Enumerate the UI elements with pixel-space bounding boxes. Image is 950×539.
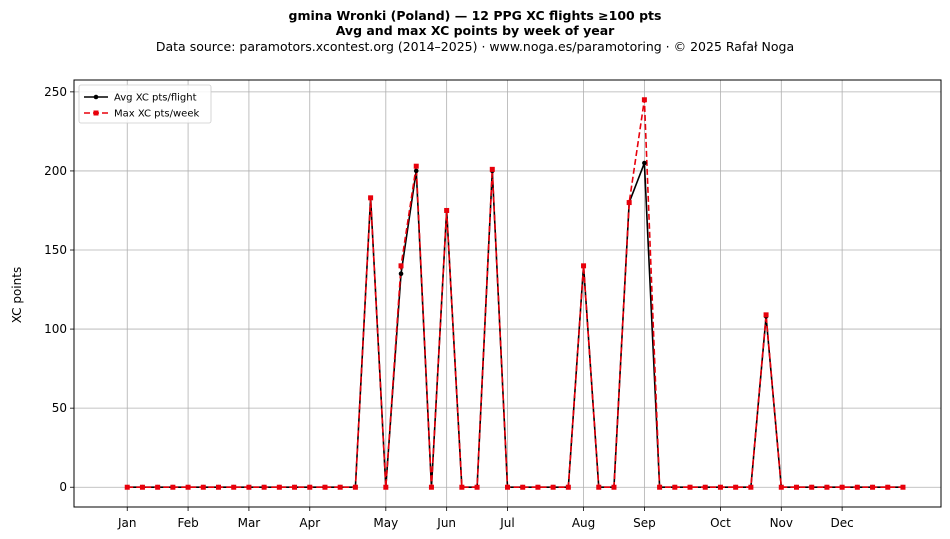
data-point	[292, 484, 298, 490]
x-ticks: Jan Feb Mar Apr May Jun Jul Aug Sep Oct Nov Dec	[117, 507, 854, 530]
x-tick-label: Feb	[177, 516, 198, 530]
data-point	[231, 484, 237, 490]
data-point	[246, 484, 252, 490]
x-tick-label: May	[373, 516, 398, 530]
y-tick-label: 250	[44, 85, 67, 99]
data-point	[854, 484, 860, 490]
data-point	[672, 484, 678, 490]
data-point	[824, 484, 830, 490]
data-point	[307, 484, 313, 490]
series-lines	[127, 98, 903, 489]
data-point	[550, 484, 556, 490]
data-point	[900, 484, 906, 490]
series-line-1	[127, 162, 903, 489]
data-point	[444, 207, 450, 213]
data-point	[794, 484, 799, 490]
data-point	[139, 484, 145, 490]
data-point	[839, 484, 845, 490]
data-point	[398, 263, 404, 269]
data-point	[261, 484, 267, 490]
x-tick-label: Jun	[436, 516, 456, 530]
data-point	[185, 484, 191, 490]
data-point	[626, 200, 632, 206]
data-point	[611, 484, 617, 490]
data-point	[870, 484, 876, 490]
x-tick-label: Mar	[238, 516, 261, 530]
data-point	[413, 163, 419, 169]
data-point	[398, 271, 404, 277]
x-tick-label: Jul	[499, 516, 514, 530]
y-ticks: 0 50 100 150 200 250	[44, 85, 74, 494]
data-point	[505, 484, 510, 490]
data-point	[216, 484, 221, 490]
data-point	[337, 484, 343, 490]
y-tick-label: 100	[44, 322, 67, 336]
series-markers	[124, 97, 906, 490]
x-tick-label: Sep	[633, 516, 656, 530]
y-axis-label: XC points	[10, 267, 24, 323]
data-point	[733, 484, 739, 490]
data-point	[413, 168, 419, 174]
data-point	[535, 484, 541, 490]
data-point	[352, 484, 358, 490]
legend-label: Avg XC pts/flight	[114, 93, 197, 104]
legend-box	[78, 84, 212, 124]
data-point	[885, 484, 891, 490]
data-point	[717, 484, 723, 490]
y-tick-label: 0	[59, 480, 67, 494]
grid	[74, 80, 941, 507]
legend-marker	[93, 94, 99, 100]
data-point	[763, 312, 769, 318]
data-point	[383, 484, 389, 490]
data-point	[474, 484, 480, 490]
x-tick-label: Jan	[117, 516, 137, 530]
data-source: Data source: paramotors.xcontest.org (20…	[155, 39, 795, 54]
data-point	[428, 484, 434, 490]
y-tick-label: 50	[52, 401, 67, 415]
data-point	[702, 484, 708, 490]
data-point	[687, 484, 693, 490]
chart-subtitle: Avg and max XC points by week of year	[335, 23, 615, 38]
data-point	[657, 484, 663, 490]
data-point	[520, 484, 526, 490]
data-point	[641, 97, 647, 103]
x-tick-label: Aug	[572, 516, 595, 530]
y-tick-label: 200	[44, 164, 67, 178]
data-point	[581, 263, 587, 269]
data-point	[322, 484, 328, 490]
data-point	[748, 484, 754, 490]
data-point	[276, 484, 282, 490]
data-point	[809, 484, 815, 490]
data-point	[170, 484, 176, 490]
x-tick-label: Apr	[299, 516, 320, 530]
title-block: gmina Wronki (Poland) — 12 PPG XC flight…	[0, 8, 950, 55]
data-point	[489, 166, 495, 172]
x-tick-label: Nov	[770, 516, 793, 530]
data-point	[596, 484, 602, 490]
series-line-2	[127, 98, 903, 489]
chart-title: gmina Wronki (Poland) — 12 PPG XC flight…	[288, 8, 662, 23]
data-point	[124, 484, 130, 490]
data-point	[642, 160, 647, 166]
legend: Avg XC pts/flight Max XC pts/week	[78, 84, 212, 124]
data-point	[459, 484, 465, 490]
legend-label: Max XC pts/week	[114, 109, 199, 120]
data-point	[778, 484, 784, 490]
data-point	[155, 484, 161, 490]
y-tick-label: 150	[44, 243, 67, 257]
data-point	[565, 484, 571, 490]
x-tick-label: Dec	[831, 516, 854, 530]
data-point	[368, 195, 374, 201]
x-tick-label: Oct	[710, 516, 731, 530]
data-point	[200, 484, 206, 490]
legend-marker	[93, 110, 99, 116]
